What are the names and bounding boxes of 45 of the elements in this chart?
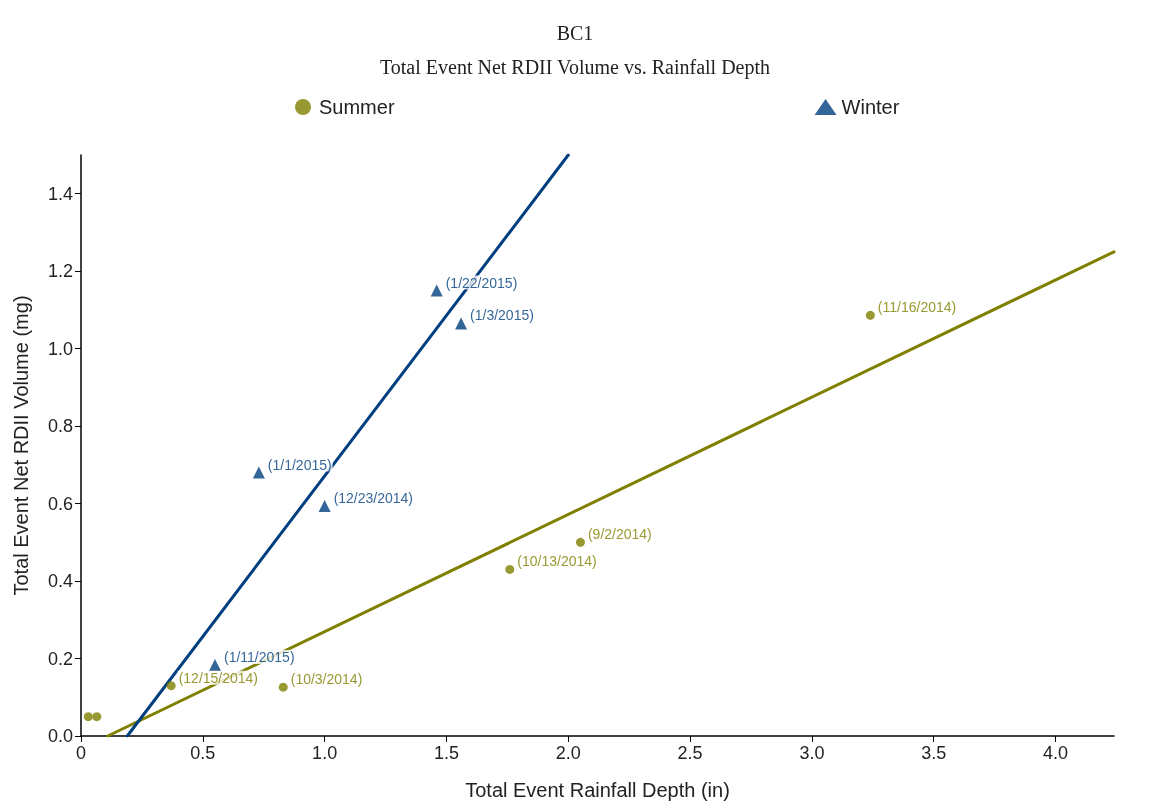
- chart-title: BC1: [556, 22, 594, 44]
- y-tick-label: 1.2: [47, 261, 73, 282]
- y-axis-title: Total Event Net RDII Volume (mg): [10, 295, 32, 596]
- data-label: (12/15/2014): [178, 669, 259, 686]
- point: [430, 284, 443, 297]
- x-tick-label: 2.5: [677, 743, 703, 763]
- y-tick-label: 0.4: [47, 571, 73, 592]
- data-label: (10/13/2014): [517, 553, 597, 570]
- point: [575, 537, 585, 547]
- legend-label: Summer: [319, 96, 395, 118]
- y-tick-label: 0.6: [47, 493, 73, 514]
- x-axis-title: Total Event Rainfall Depth (in): [465, 779, 730, 801]
- x-tick-label: 2.0: [555, 743, 581, 763]
- point: [166, 681, 176, 691]
- point: [92, 712, 102, 722]
- legend-label: Winter: [841, 96, 900, 118]
- x-tick-label: 3.5: [921, 743, 947, 763]
- x-tick-label: 3.0: [799, 743, 825, 763]
- point: [455, 317, 468, 330]
- data-label: (1/22/2015): [445, 274, 518, 291]
- y-tick-label: 0.8: [47, 416, 73, 437]
- data-label: (11/16/2014): [877, 299, 957, 316]
- x-tick-label: 1.0: [312, 743, 338, 763]
- point: [318, 499, 331, 512]
- point: [865, 310, 875, 320]
- point: [505, 564, 515, 574]
- point: [83, 712, 93, 722]
- y-tick-label: 1.0: [47, 338, 73, 359]
- x-tick-label: 1.5: [433, 743, 459, 763]
- point: [278, 682, 288, 692]
- y-tick-label: 1.4: [47, 183, 73, 204]
- x-tick-label: 0.5: [190, 743, 216, 763]
- data-label: (1/1/2015): [267, 456, 332, 473]
- x-tick-label: 4.0: [1043, 743, 1069, 763]
- data-label: (1/3/2015): [470, 307, 534, 324]
- point: [252, 466, 265, 479]
- x-tick-label: 0: [75, 743, 87, 763]
- data-label: (9/2/2014): [587, 526, 652, 543]
- y-tick-label: 0.2: [47, 648, 73, 669]
- point: [209, 659, 221, 672]
- chart-subtitle: Total Event Net RDII Volume vs. Rainfall Depth: [379, 56, 771, 79]
- data-label: (10/3/2014): [290, 671, 363, 688]
- y-tick-label: 0.0: [47, 726, 73, 746]
- data-label: (12/23/2014): [333, 489, 414, 506]
- data-label: (1/11/2015): [224, 649, 295, 666]
